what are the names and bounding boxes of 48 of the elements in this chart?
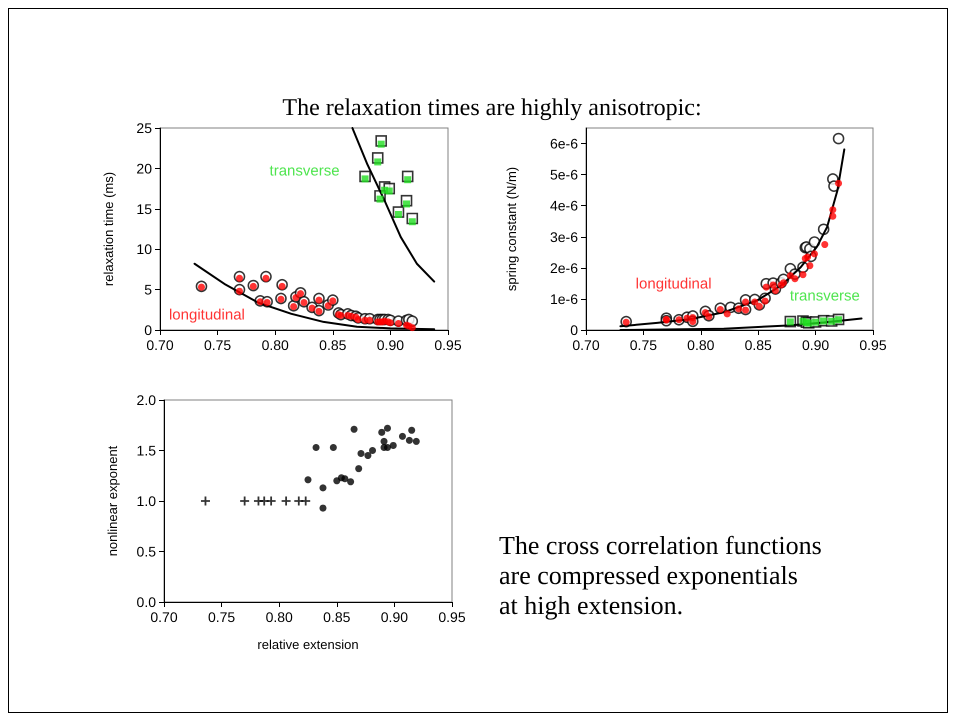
chart-title: The relaxation times are highly anisotropic: xyxy=(282,95,702,121)
y-tick-label: 4e-6 xyxy=(550,198,578,214)
x-tick-label: 0.80 xyxy=(266,609,294,625)
y-tick-label: 0 xyxy=(144,322,152,338)
x-tick-label: 0.70 xyxy=(150,609,178,625)
series-label: longitudinal xyxy=(636,276,712,293)
y-tick-label: 0.0 xyxy=(136,594,156,610)
y-tick-label: 6e-6 xyxy=(550,136,578,152)
series-label: transverse xyxy=(790,287,860,304)
x-tick-label: 0.75 xyxy=(630,337,658,353)
x-tick-label: 0.95 xyxy=(438,609,466,625)
y-tick-label: 15 xyxy=(136,200,152,217)
x-tick-label: 0.95 xyxy=(434,337,462,353)
y-tick-label: 5 xyxy=(144,282,152,298)
y-tick-label: 1.5 xyxy=(136,442,156,458)
y-axis-title: spring constant (N/m) xyxy=(504,166,519,292)
y-tick-label: 2e-6 xyxy=(550,260,578,276)
x-tick-label: 0.90 xyxy=(376,337,404,353)
x-tick-label: 0.90 xyxy=(380,609,408,625)
y-tick-label: 0.5 xyxy=(136,544,156,560)
y-tick-label: 10 xyxy=(136,241,152,258)
text: at high extension. xyxy=(499,591,684,621)
y-tick-label: 5e-6 xyxy=(550,166,578,183)
y-axis-title: nonlinear exponent xyxy=(105,445,120,556)
x-tick-label: 0.85 xyxy=(323,609,351,625)
x-tick-label: 0.90 xyxy=(802,337,830,353)
text: are compressed exponentials xyxy=(499,561,799,591)
x-tick-label: 0.80 xyxy=(687,337,715,353)
x-tick-label: 0.85 xyxy=(744,337,772,353)
y-axis-title: relaxation time (ms) xyxy=(101,172,116,286)
x-tick-label: 0.85 xyxy=(319,337,347,353)
y-tick-label: 3e-6 xyxy=(550,228,578,245)
x-tick-label: 0.80 xyxy=(262,337,290,353)
x-axis-title: relative extension xyxy=(257,637,359,652)
text: The cross correlation functions xyxy=(499,531,823,561)
y-tick-label: 25 xyxy=(136,120,152,136)
series-label: transverse xyxy=(270,162,340,180)
series-label: longitudinal xyxy=(168,306,245,324)
x-tick-label: 0.75 xyxy=(204,337,232,353)
y-tick-label: 20 xyxy=(136,160,152,176)
x-tick-label: 0.75 xyxy=(208,609,236,625)
x-tick-label: 0.95 xyxy=(859,337,887,353)
x-tick-label: 0.70 xyxy=(146,337,174,353)
y-tick-label: 0 xyxy=(570,322,578,338)
y-tick-label: 1e-6 xyxy=(550,290,578,307)
x-tick-label: 0.70 xyxy=(572,337,600,353)
y-tick-label: 1.0 xyxy=(136,493,156,509)
y-tick-label: 2.0 xyxy=(136,392,156,408)
